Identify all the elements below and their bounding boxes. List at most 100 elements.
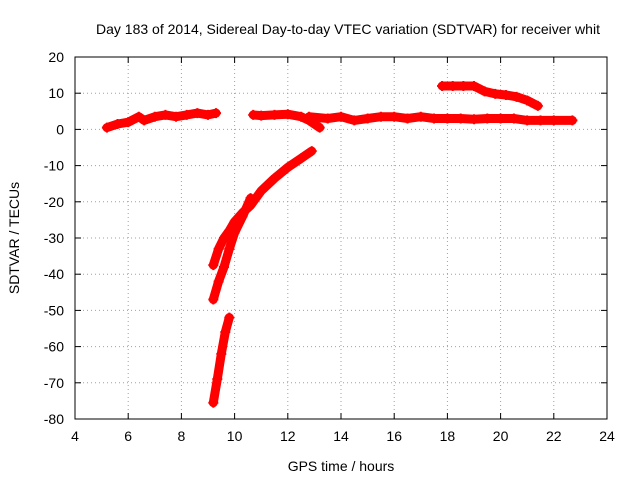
data-point: [282, 162, 293, 173]
y-tick-label: -60: [44, 339, 64, 355]
data-point: [455, 113, 466, 124]
data-point: [522, 95, 533, 106]
data-point: [349, 115, 360, 126]
data-point: [567, 115, 578, 126]
data-point: [133, 111, 144, 122]
data-point: [362, 113, 373, 124]
x-tick-label: 22: [546, 428, 562, 444]
data-point: [256, 185, 267, 196]
series-track-6: [208, 193, 256, 305]
data-point: [375, 111, 386, 122]
y-tick-label: 20: [48, 49, 64, 65]
data-point: [500, 90, 511, 101]
data-point: [224, 243, 235, 254]
x-tick-label: 16: [386, 428, 402, 444]
data-point: [181, 109, 192, 120]
y-tick-label: -40: [44, 266, 64, 282]
data-point: [208, 260, 219, 271]
y-tick-label: -20: [44, 194, 64, 210]
chart-title: Day 183 of 2014, Sidereal Day-to-day VTE…: [96, 21, 600, 37]
data-point: [437, 80, 448, 91]
series-band: [304, 112, 577, 125]
data-point: [296, 153, 307, 164]
data-point: [139, 115, 150, 126]
data-point: [208, 294, 219, 305]
data-point: [490, 88, 501, 99]
data-point: [245, 193, 256, 204]
data-point: [469, 114, 479, 125]
y-tick-label: -50: [44, 302, 64, 318]
data-point: [336, 111, 346, 122]
x-tick-labels: 4 6 8 10 12 14 16 18 20 22 24: [71, 428, 615, 444]
data-point: [269, 173, 280, 184]
data-point: [210, 108, 221, 119]
data-point: [389, 111, 400, 122]
x-tick-label: 20: [493, 428, 509, 444]
data-series: [101, 80, 578, 408]
data-point: [482, 113, 493, 124]
data-point: [229, 227, 240, 238]
data-point: [192, 108, 203, 119]
data-point: [548, 115, 559, 126]
data-point: [112, 118, 123, 129]
data-point: [212, 374, 223, 385]
data-point: [123, 117, 134, 128]
data-point: [160, 109, 171, 120]
y-tick-labels: -80 -70 -60 -50 -40 -30 -20 -10 0 10 20: [44, 49, 64, 427]
data-point: [213, 243, 224, 254]
data-point: [256, 110, 267, 121]
data-point: [213, 276, 224, 287]
data-point: [402, 113, 413, 124]
data-point: [532, 100, 543, 111]
data-point: [101, 122, 112, 133]
data-point: [511, 91, 522, 102]
data-point: [415, 111, 426, 122]
x-tick-label: 10: [227, 428, 243, 444]
data-point: [535, 115, 546, 126]
data-point: [203, 109, 213, 120]
x-tick-label: 24: [599, 428, 615, 444]
data-point: [237, 211, 248, 222]
data-point: [429, 113, 440, 124]
data-point: [220, 327, 231, 338]
data-point: [269, 109, 280, 120]
x-tick-label: 8: [178, 428, 186, 444]
data-point: [218, 261, 229, 272]
data-point: [282, 109, 293, 120]
data-point: [495, 113, 506, 124]
data-point: [224, 312, 235, 323]
data-point: [458, 80, 469, 91]
data-point: [508, 113, 519, 124]
data-point: [447, 80, 458, 91]
data-point: [216, 348, 227, 359]
y-tick-label: -70: [44, 375, 64, 391]
y-tick-label: 0: [56, 121, 64, 137]
data-point: [304, 111, 315, 122]
x-tick-label: 18: [440, 428, 456, 444]
x-tick-label: 12: [280, 428, 296, 444]
y-tick-label: -30: [44, 230, 64, 246]
y-tick-label: -80: [44, 411, 64, 427]
y-tick-label: -10: [44, 158, 64, 174]
y-tick-label: 10: [48, 85, 64, 101]
data-point: [314, 122, 325, 133]
data-point: [442, 113, 453, 124]
x-axis-label: GPS time / hours: [288, 458, 395, 474]
series-track-1: [101, 108, 221, 133]
axis-ticks: [74, 56, 608, 420]
data-point: [469, 80, 479, 91]
data-point: [479, 86, 490, 97]
x-tick-label: 6: [124, 428, 132, 444]
series-track-4: [437, 80, 543, 111]
data-point: [218, 233, 229, 243]
data-point: [171, 111, 182, 122]
y-axis-label: SDTVAR / TECUs: [6, 182, 22, 294]
series-track-7: [208, 312, 235, 408]
series-track-3: [304, 111, 578, 126]
data-point: [149, 111, 160, 122]
data-point: [208, 397, 219, 408]
x-tick-label: 14: [333, 428, 349, 444]
x-tick-label: 4: [71, 428, 79, 444]
